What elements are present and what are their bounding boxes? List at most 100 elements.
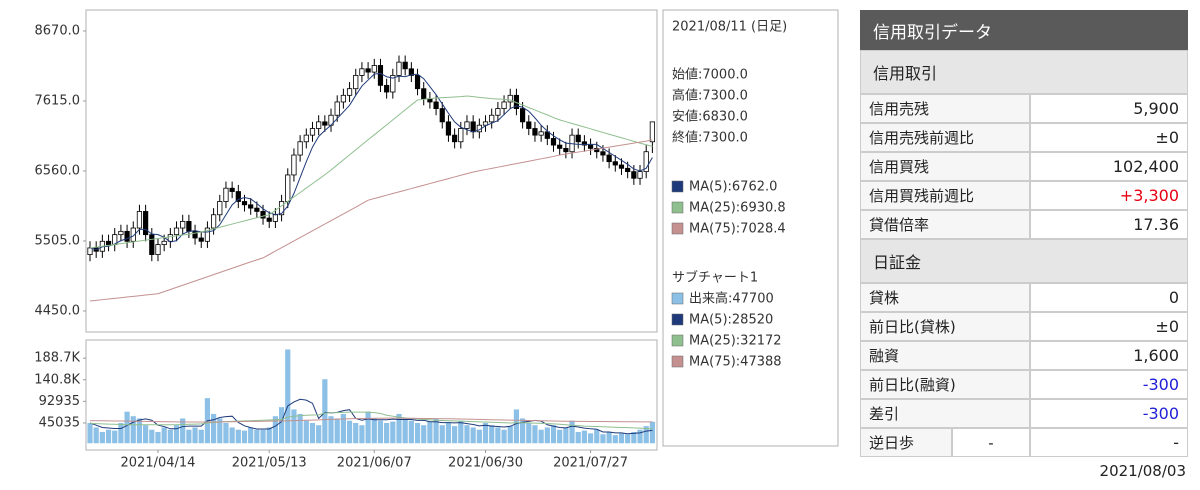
volume-bar xyxy=(328,416,334,444)
volume-bar xyxy=(167,429,173,444)
y-tick-label: 7615.0 xyxy=(35,93,81,108)
volume-bar xyxy=(458,420,464,444)
table-title: 信用取引データ xyxy=(860,10,1188,50)
row-value: -300 xyxy=(1030,399,1188,428)
volume-bar xyxy=(575,431,581,444)
legend-swatch xyxy=(671,334,684,347)
candle-body xyxy=(365,68,371,73)
volume-bar xyxy=(563,427,569,444)
candle-body xyxy=(278,201,285,216)
x-tick-label: 2021/06/30 xyxy=(448,456,523,471)
volume-bar xyxy=(99,431,105,444)
candle-body xyxy=(618,164,625,169)
candle-body xyxy=(445,121,452,136)
candle-body xyxy=(507,94,513,103)
candle-body xyxy=(538,131,544,136)
volume-bar xyxy=(229,427,235,444)
volume-bar xyxy=(278,407,285,444)
ma-line xyxy=(89,411,653,430)
y-tick-label: 92935 xyxy=(39,394,80,409)
row-label: 信用買残前週比 xyxy=(860,181,1030,210)
volume-bar xyxy=(557,429,563,444)
volume-bar xyxy=(594,429,600,444)
legend-label: MA(25):32172 xyxy=(689,334,782,349)
candle-body xyxy=(408,68,414,76)
volume-bar xyxy=(322,379,328,444)
row-mid: - xyxy=(952,428,1030,457)
volume-bar xyxy=(408,420,414,444)
candle-body xyxy=(297,141,303,156)
row-value: 5,900 xyxy=(1030,94,1188,123)
volume-bar xyxy=(192,427,198,444)
ohlc-label: 高値:7300.0 xyxy=(672,88,748,104)
candle-body xyxy=(272,214,279,222)
candle-body xyxy=(643,151,649,173)
volume-bar xyxy=(396,413,402,444)
y-tick-label: 140.8K xyxy=(34,372,80,387)
candle-body xyxy=(291,154,297,176)
volume-bar xyxy=(266,427,272,444)
row-label: 貸借倍率 xyxy=(860,210,1030,239)
volume-bar xyxy=(581,430,587,444)
candle-body xyxy=(649,121,655,143)
candle-body xyxy=(544,131,550,139)
x-tick-label: 2021/04/14 xyxy=(121,456,196,471)
volume-bar xyxy=(482,422,489,444)
section-header: 信用取引 xyxy=(860,50,1188,94)
candle-body xyxy=(594,148,600,153)
legend-label: MA(75):7028.4 xyxy=(689,222,786,237)
candle-body xyxy=(254,207,260,212)
volume-bar xyxy=(248,427,254,444)
row-label: 貸株 xyxy=(860,283,1030,312)
volume-bar xyxy=(291,409,297,444)
candle-body xyxy=(136,211,143,229)
volume-bar xyxy=(587,433,594,444)
ohlc-label: 終値:7300.0 xyxy=(672,130,748,146)
candle-body xyxy=(285,174,291,202)
candle-body xyxy=(346,88,353,96)
volume-bar xyxy=(520,418,526,444)
volume-bar xyxy=(631,431,637,444)
volume-bar xyxy=(105,429,112,444)
volume-bar xyxy=(353,422,359,444)
legend-swatch xyxy=(671,355,684,368)
row-value: ±0 xyxy=(1030,312,1188,341)
candle-body xyxy=(316,121,322,129)
row-value: -300 xyxy=(1030,370,1188,399)
ohlc-label: 安値:6830.0 xyxy=(672,109,748,125)
volume-bar xyxy=(217,418,223,444)
volume-bar xyxy=(254,429,260,444)
volume-bar xyxy=(550,425,557,444)
ma-line xyxy=(89,139,653,302)
legend-label: MA(75):47388 xyxy=(689,355,782,370)
volume-bar xyxy=(241,430,248,444)
volume-bar xyxy=(421,425,427,444)
volume-bar xyxy=(359,425,365,444)
candle-body xyxy=(167,234,173,242)
volume-bar xyxy=(285,349,291,444)
candle-body xyxy=(186,220,192,232)
volume-bar xyxy=(538,429,544,444)
volume-bar xyxy=(155,431,161,444)
volume-bar xyxy=(618,433,625,444)
candle-body xyxy=(458,128,464,143)
candle-body xyxy=(625,167,631,173)
candle-body xyxy=(433,101,439,109)
candle-body xyxy=(192,230,198,239)
volume-bar xyxy=(414,422,421,444)
volume-bar xyxy=(643,426,649,444)
candle-body xyxy=(526,121,532,129)
volume-bar xyxy=(495,427,501,444)
y-tick-label: 8670.0 xyxy=(35,23,81,38)
candle-body xyxy=(563,148,569,153)
candle-body xyxy=(241,201,248,206)
candle-body xyxy=(340,94,346,103)
candle-body xyxy=(396,61,402,76)
legend-swatch xyxy=(671,313,684,326)
candle-body xyxy=(260,211,266,219)
candle-body xyxy=(235,191,241,202)
candle-body xyxy=(334,101,340,116)
candle-body xyxy=(204,227,211,242)
legend-swatch xyxy=(671,201,684,214)
candle-body xyxy=(155,244,161,255)
